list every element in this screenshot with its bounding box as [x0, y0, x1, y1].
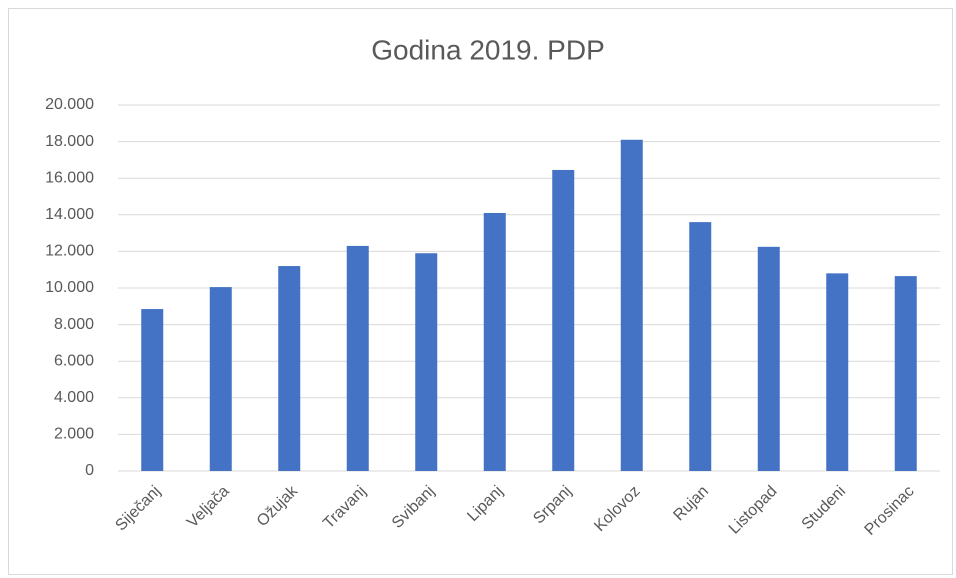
y-tick-label: 2.000 — [54, 426, 94, 443]
bar — [620, 139, 643, 471]
y-tick-label: 20.000 — [45, 96, 94, 113]
bar — [278, 266, 301, 471]
y-tick-label: 0 — [85, 462, 94, 479]
y-tick-label: 16.000 — [45, 169, 94, 186]
bar — [209, 287, 232, 471]
bar — [346, 245, 369, 471]
chart-title: Godina 2019. PDP — [371, 34, 605, 65]
bar — [757, 246, 780, 471]
y-tick-label: 6.000 — [54, 352, 94, 369]
y-tick-label: 10.000 — [45, 279, 94, 296]
bar — [483, 212, 506, 471]
y-tick-label: 14.000 — [45, 206, 94, 223]
y-tick-label: 4.000 — [54, 389, 94, 406]
bar — [141, 309, 164, 471]
bar — [894, 276, 917, 471]
chart-border — [8, 8, 953, 575]
bar — [826, 273, 849, 471]
bar — [552, 169, 575, 471]
y-tick-label: 8.000 — [54, 316, 94, 333]
y-tick-label: 12.000 — [45, 243, 94, 260]
bar — [415, 253, 438, 471]
y-tick-label: 18.000 — [45, 133, 94, 150]
bar — [689, 222, 712, 471]
